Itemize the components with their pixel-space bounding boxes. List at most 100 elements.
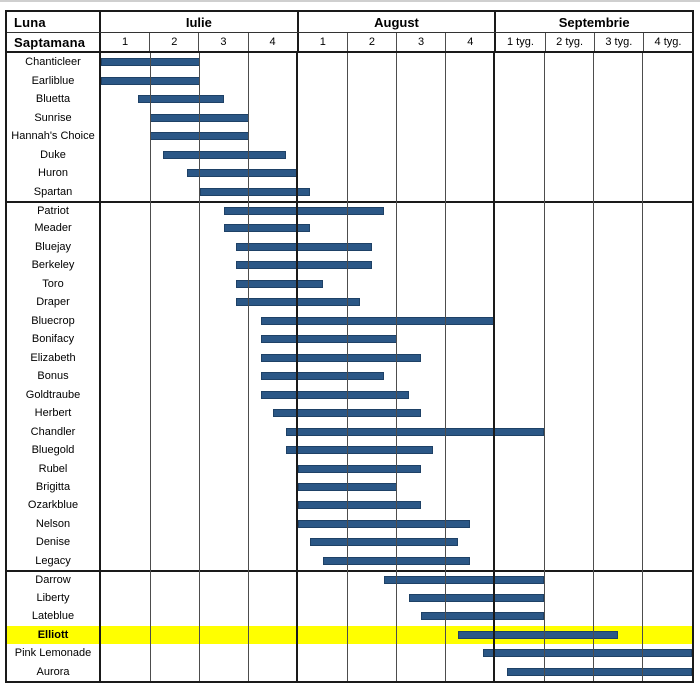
variety-label: Toro [7,274,101,294]
ripening-period-bar [150,113,249,122]
variety-label: Meader [7,219,101,238]
variety-bar-track [101,293,692,311]
gantt-row-sunrise: Sunrise [7,108,692,127]
variety-label: Berkeley [7,256,101,275]
ripening-period-bar [224,206,385,215]
gantt-row-bluegold: Bluegold [7,440,692,460]
variety-bar-track [101,203,692,219]
ripening-period-bar [101,58,200,67]
ripening-period-bar [298,501,422,510]
week-header-august-1: 1 [299,33,348,51]
window-edge-strip [0,0,700,2]
variety-label: Patriot [7,202,101,220]
gantt-row-spartan: Spartan [7,182,692,201]
week-header-iulie-1: 1 [101,33,151,51]
ripening-period-bar [236,279,323,288]
variety-label: Lateblue [7,607,101,626]
variety-bar-track [101,404,692,422]
variety-bar-track [101,256,692,274]
variety-label: Chandler [7,422,101,441]
gantt-row-herbert: Herbert [7,403,692,423]
variety-label: Liberty [7,588,101,608]
variety-bar-track [101,533,692,551]
variety-bar-track [101,349,692,367]
month-header-iulie: Iulie [101,12,299,32]
variety-label: Bluejay [7,237,101,257]
ripening-period-bar [285,446,434,455]
variety-bar-track [101,589,692,607]
gantt-row-darrow: Darrow [7,570,692,589]
variety-label: Darrow [7,572,101,589]
variety-bar-track [101,478,692,496]
variety-label: Draper [7,293,101,312]
gantt-row-lateblue: Lateblue [7,607,692,626]
variety-bar-track [101,164,692,182]
gantt-row-earliblue: Earliblue [7,71,692,90]
variety-bar-track [101,515,692,533]
ripening-period-bar [162,150,286,159]
variety-bar-track [101,626,692,644]
week-header-septembrie-3: 3 tyg. [595,33,644,51]
variety-bar-track [101,385,692,403]
variety-label: Pink Lemonade [7,644,101,663]
week-header-septembrie-4: 4 tyg. [654,36,682,48]
corner-label-saptamana: Saptamana [7,33,101,51]
gantt-row-huron: Huron [7,163,692,183]
variety-bar-track [101,459,692,477]
gantt-row-bonus: Bonus [7,366,692,386]
ripening-period-bar [298,483,397,492]
gantt-row-liberty: Liberty [7,588,692,608]
ripening-period-bar [285,427,545,436]
ripening-period-bar [261,390,409,399]
variety-bar-track [101,219,692,237]
gantt-row-elliott: Elliott [7,625,692,644]
ripening-period-bar [273,409,422,418]
variety-bar-track [101,108,692,126]
month-cells: Iulie August Septembrie [101,12,692,32]
variety-label: Herbert [7,403,101,423]
variety-label: Nelson [7,514,101,534]
week-header-iulie-2: 2 [150,33,200,51]
variety-label: Earliblue [7,71,101,90]
gantt-row-bluecrop: Bluecrop [7,311,692,331]
week-header-august-4: 4 [446,33,497,51]
gantt-row-toro: Toro [7,274,692,294]
gantt-row-elizabeth: Elizabeth [7,348,692,367]
variety-bar-track [101,90,692,108]
week-header-septembrie-2: 2 tyg. [546,33,595,51]
ripening-period-bar [384,576,545,585]
gantt-row-hannah-s-choice: Hannah's Choice [7,126,692,146]
variety-label: Bluecrop [7,311,101,331]
gantt-row-brigitta: Brigitta [7,477,692,497]
ripening-period-bar [507,667,692,676]
gantt-row-ozarkblue: Ozarkblue [7,496,692,515]
week-header-august-2: 2 [348,33,398,51]
ripening-period-bar [421,612,545,621]
variety-label: Elizabeth [7,348,101,367]
variety-bar-track [101,53,692,71]
ripening-period-bar [261,372,385,381]
week-header-septembrie-1: 1 tyg. [496,33,546,51]
variety-label: Ozarkblue [7,496,101,515]
gantt-row-patriot: Patriot [7,200,692,220]
gantt-row-bonifacy: Bonifacy [7,330,692,349]
variety-bar-track [101,441,692,459]
ripening-period-bar [187,169,298,178]
variety-label: Denise [7,533,101,552]
gantt-row-aurora: Aurora [7,662,692,681]
variety-label: Sunrise [7,108,101,127]
variety-label: Brigitta [7,477,101,497]
variety-label: Bonifacy [7,330,101,349]
variety-label: Chanticleer [7,53,101,72]
gantt-row-bluejay: Bluejay [7,237,692,257]
gantt-row-bluetta: Bluetta [7,89,692,109]
saptamana-label: Saptamana [14,34,86,50]
variety-bar-track [101,662,692,680]
gantt-row-berkeley: Berkeley [7,256,692,275]
variety-label: Goldtraube [7,385,101,404]
variety-label: Huron [7,163,101,183]
ripening-period-bar [298,464,422,473]
gantt-row-chandler: Chandler [7,422,692,441]
gantt-row-pink-lemonade: Pink Lemonade [7,644,692,663]
